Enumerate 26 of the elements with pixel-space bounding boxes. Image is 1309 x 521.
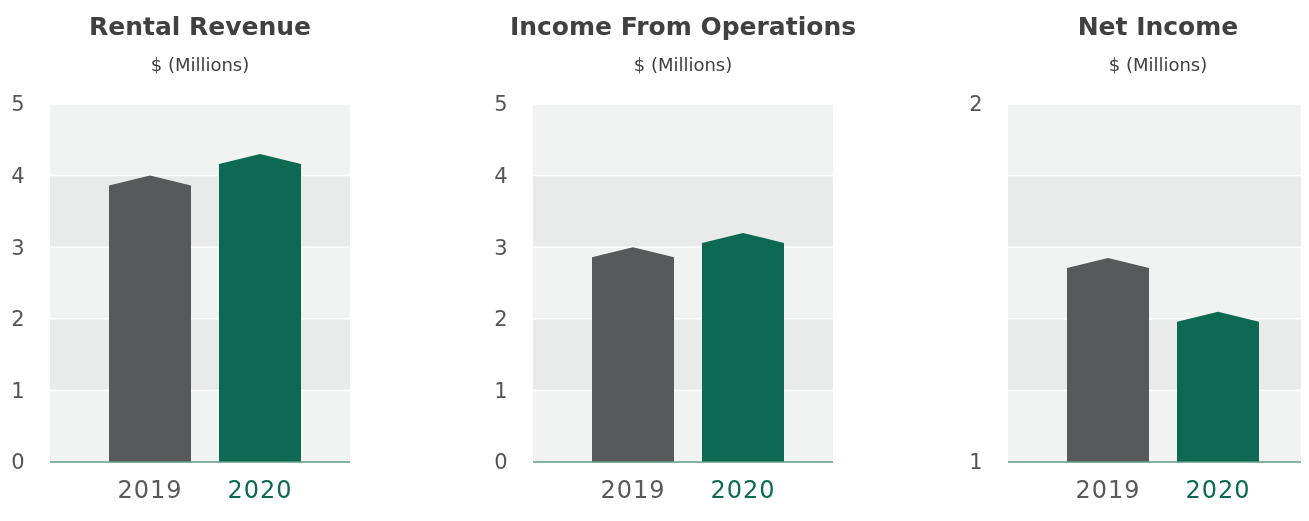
y-tick-label: 2 — [494, 307, 508, 332]
chart-title: Rental Revenue — [88, 12, 312, 41]
y-tick-label: 0 — [11, 450, 25, 475]
chart-subtitle: $ (Millions) — [150, 54, 250, 75]
chart-title: Income From Operations — [509, 12, 857, 41]
y-tick-label: 1 — [494, 378, 508, 403]
x-tick-label: 2020 — [1185, 476, 1251, 504]
chart-subtitle: $ (Millions) — [1108, 54, 1208, 75]
y-tick-label: 4 — [494, 163, 508, 188]
y-tick-label: 5 — [11, 92, 25, 117]
y-tick-label: 2 — [969, 92, 983, 117]
y-tick-label: 2 — [11, 307, 25, 332]
x-tick-label: 2019 — [600, 476, 666, 504]
x-tick-label: 2019 — [1075, 476, 1141, 504]
chart-title: Net Income — [1077, 12, 1239, 41]
y-tick-label: 5 — [494, 92, 508, 117]
y-tick-label: 3 — [11, 235, 25, 260]
y-tick-label: 4 — [11, 163, 25, 188]
x-tick-label: 2019 — [117, 476, 183, 504]
x-tick-label: 2020 — [227, 476, 293, 504]
y-tick-label: 1 — [969, 450, 983, 475]
chart-subtitle: $ (Millions) — [633, 54, 733, 75]
y-tick-label: 1 — [11, 378, 25, 403]
x-tick-label: 2020 — [710, 476, 776, 504]
y-tick-label: 0 — [494, 450, 508, 475]
y-tick-label: 3 — [494, 235, 508, 260]
